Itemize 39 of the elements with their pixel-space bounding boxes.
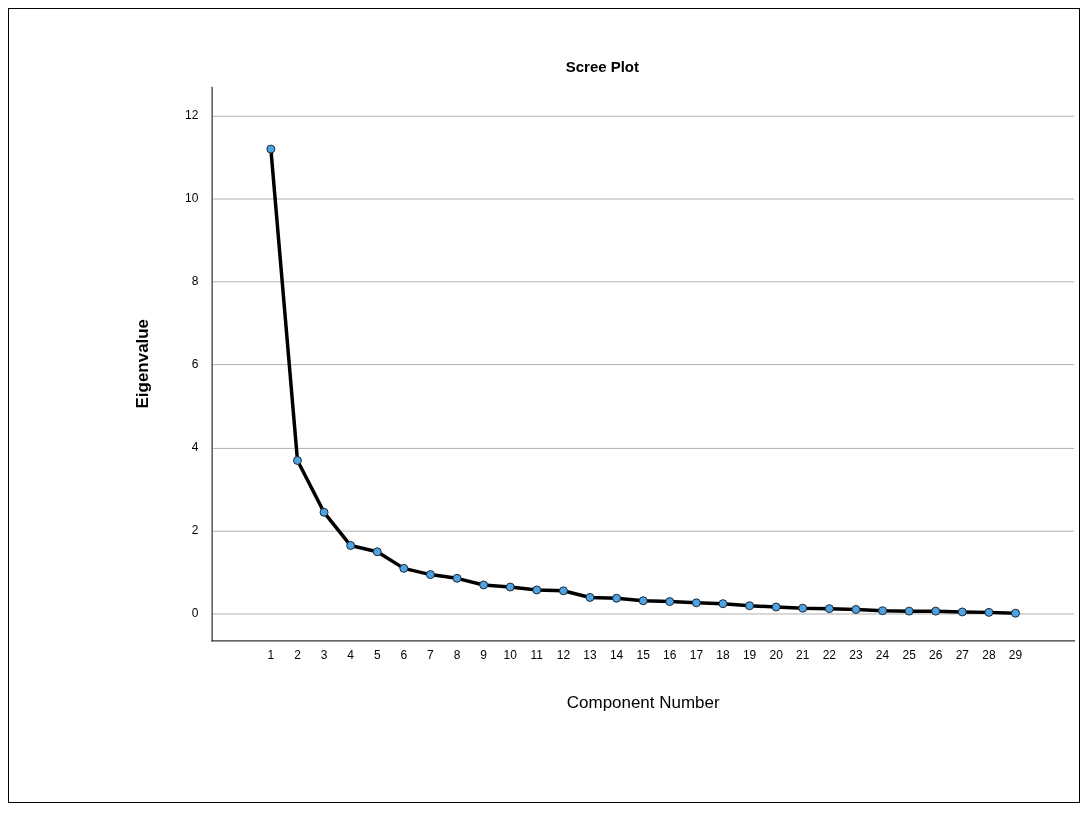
x-tick-label: 23 [849,648,863,663]
x-tick-label: 18 [716,648,730,663]
x-tick-label: 2 [294,648,302,663]
x-tick-label: 27 [955,648,970,663]
x-tick-label: 6 [400,648,408,663]
x-tick-label: 12 [556,648,571,663]
x-tick-label: 24 [875,648,890,663]
x-tick-label: 19 [742,648,757,663]
x-tick-label: 26 [929,648,943,663]
x-tick-label: 11 [530,648,544,663]
y-tick-label: 12 [185,108,199,123]
x-tick-label: 22 [822,648,837,663]
y-tick-label: 2 [191,523,199,538]
x-tick-label: 4 [347,648,355,663]
x-tick-label: 16 [663,648,677,663]
x-tick-label: 15 [636,648,651,663]
y-tick-label: 10 [185,191,199,206]
y-tick-label: 4 [191,440,199,455]
x-tick-label: 14 [609,648,624,663]
x-tick-label: 3 [320,648,328,663]
y-axis-title: Eigenvalue [132,318,152,409]
x-tick-label: 17 [689,648,704,663]
x-tick-label: 13 [583,648,597,663]
x-tick-label: 29 [1008,648,1023,663]
x-tick-label: 20 [769,648,784,663]
x-tick-label: 9 [480,648,488,663]
y-tick-label: 0 [191,606,199,621]
x-tick-label: 8 [453,648,461,663]
chart-title: Scree Plot [565,57,639,75]
x-axis-title: Component Number [566,692,720,712]
x-tick-label: 25 [902,648,917,663]
x-tick-label: 21 [796,648,810,663]
y-tick-label: 6 [191,357,199,372]
y-tick-label: 8 [191,274,199,289]
x-tick-label: 10 [503,648,518,663]
x-tick-label: 5 [373,648,381,663]
x-tick-label: 1 [267,648,275,663]
x-tick-label: 7 [427,648,435,663]
x-tick-label: 28 [982,648,996,663]
